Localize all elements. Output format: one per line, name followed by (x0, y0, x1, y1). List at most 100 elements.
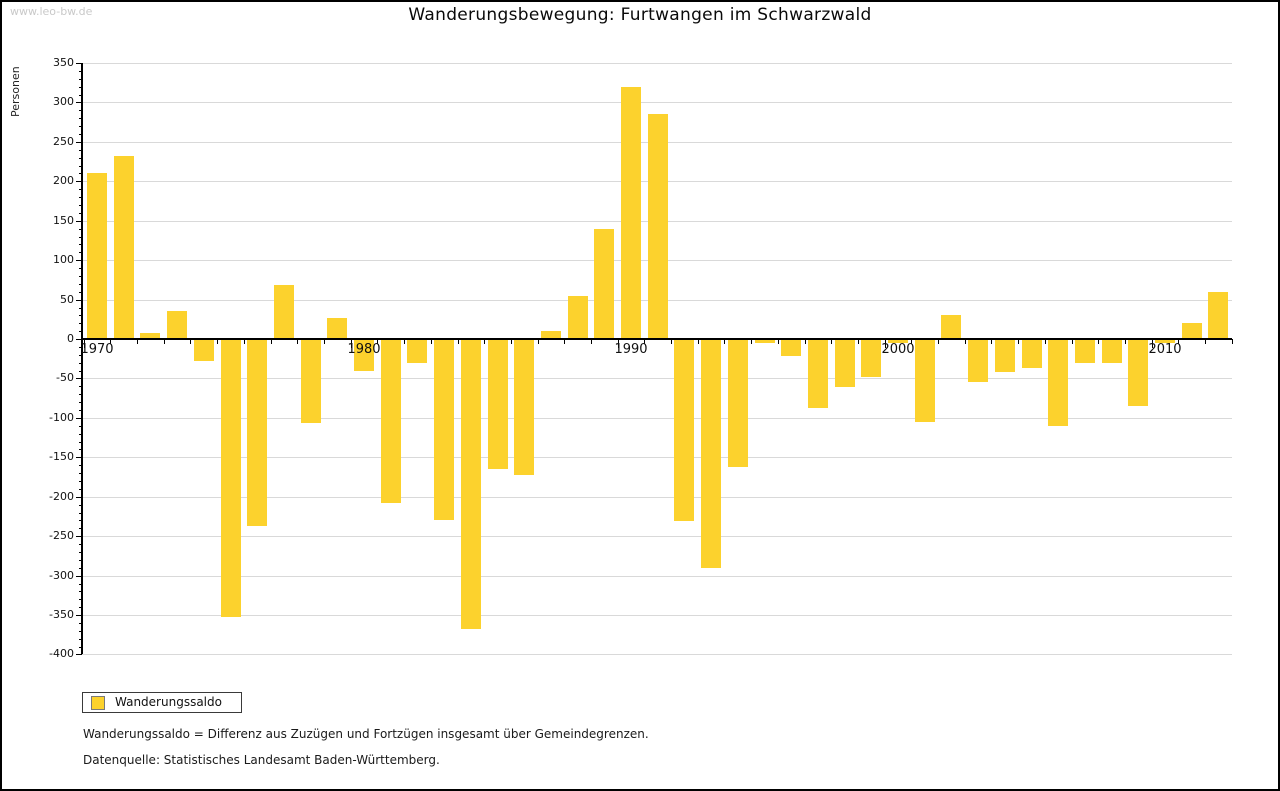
x-axis-tick (724, 339, 726, 344)
y-axis-tick (79, 157, 82, 159)
bar-2004 (994, 339, 1015, 373)
x-axis-tick (377, 339, 379, 344)
y-axis-tick (79, 189, 82, 191)
y-tick-label: -400 (49, 647, 74, 661)
y-tick-label: 250 (53, 134, 74, 148)
y-tick-label: -300 (49, 568, 74, 582)
x-axis-tick (1098, 339, 1100, 344)
x-axis-tick (751, 339, 753, 344)
x-axis-tick (804, 339, 806, 344)
x-axis-tick (243, 339, 245, 344)
y-axis-tick (76, 457, 82, 459)
y-axis-tick (79, 630, 82, 632)
y-axis-tick (79, 78, 82, 80)
bar-1988 (567, 296, 588, 339)
bar-1970 (87, 173, 107, 339)
bar-2001 (914, 339, 935, 422)
y-tick-label: -350 (49, 608, 74, 621)
y-axis-tick (79, 488, 82, 490)
y-axis-line (81, 63, 83, 655)
x-axis-tick (964, 339, 966, 344)
bar-2008 (1101, 339, 1122, 363)
y-axis-tick (79, 268, 82, 269)
x-axis-tick (270, 339, 272, 344)
y-axis-tick (76, 615, 82, 616)
x-tick-label: 1970 (80, 342, 114, 357)
x-axis-tick (1205, 339, 1206, 344)
x-axis-tick (190, 339, 192, 344)
y-tick-label: -200 (49, 489, 74, 503)
x-tick-label: 2000 (881, 342, 915, 357)
y-axis-tick (79, 591, 82, 593)
y-tick-label: 100 (53, 253, 74, 267)
y-axis-tick (79, 504, 82, 506)
y-axis-tick (79, 252, 82, 254)
gridline (82, 378, 1232, 380)
y-axis-tick (79, 204, 82, 206)
y-tick-label: -250 (49, 529, 74, 543)
y-axis-tick (79, 86, 82, 88)
x-axis-tick (564, 339, 566, 344)
legend-label: Wanderungssaldo (115, 695, 222, 709)
y-axis-tick (79, 354, 82, 356)
gridline (82, 63, 1232, 64)
bar-1996 (781, 339, 802, 357)
y-axis-tick (79, 362, 82, 364)
bar-1991 (647, 114, 668, 339)
bar-2009 (1128, 339, 1149, 406)
x-axis-tick (911, 339, 913, 344)
y-tick-label: 350 (53, 56, 74, 69)
y-axis-tick (79, 134, 82, 135)
gridline (82, 417, 1232, 419)
y-axis-tick (79, 551, 82, 553)
bar-1994 (727, 339, 748, 467)
gridline (82, 536, 1232, 538)
y-axis-tick (79, 307, 82, 309)
x-axis-tick (617, 339, 619, 348)
y-axis-tick (76, 378, 82, 380)
bar-1975 (220, 339, 241, 617)
y-axis-tick (79, 599, 82, 601)
x-axis-tick (831, 339, 833, 344)
x-axis-tick (697, 339, 699, 344)
x-tick-label: 2010 (1148, 342, 1182, 357)
y-axis-tick (79, 520, 82, 522)
definition-note: Wanderungssaldo = Differenz aus Zuzügen … (83, 727, 649, 741)
x-axis-tick (404, 339, 405, 344)
y-tick-label: -100 (49, 410, 74, 424)
y-axis-tick (79, 583, 82, 585)
x-axis-tick (1018, 339, 1020, 344)
y-axis-tick (79, 528, 82, 530)
x-axis-tick (350, 339, 352, 348)
y-axis-tick (79, 425, 82, 427)
bar-2003 (968, 339, 989, 383)
y-axis-tick (79, 94, 82, 96)
bar-1995 (754, 339, 775, 343)
bar-1982 (407, 339, 428, 364)
x-axis-tick (163, 339, 165, 344)
bar-2007 (1074, 339, 1095, 363)
y-axis-tick (79, 567, 82, 569)
x-axis-tick (591, 339, 592, 344)
x-axis-tick (1231, 339, 1233, 344)
y-axis-tick (79, 197, 82, 199)
y-tick-label: 150 (53, 213, 74, 227)
bar-1985 (487, 339, 508, 470)
y-axis-tick (76, 575, 82, 577)
y-axis-tick (79, 149, 82, 151)
y-axis-tick (79, 638, 82, 640)
y-tick-label: 300 (53, 95, 74, 109)
y-axis-tick (79, 126, 82, 128)
y-axis-tick (79, 244, 82, 246)
bar-1974 (193, 339, 214, 362)
y-axis-tick (79, 110, 82, 112)
bar-1983 (434, 339, 455, 520)
watermark: www.leo-bw.de (10, 5, 93, 18)
y-axis-tick (79, 228, 82, 230)
y-axis-tick (79, 323, 82, 325)
bar-2006 (1048, 339, 1069, 426)
x-axis-tick (537, 339, 539, 344)
y-axis-tick (79, 512, 82, 514)
y-axis-tick (76, 220, 82, 222)
